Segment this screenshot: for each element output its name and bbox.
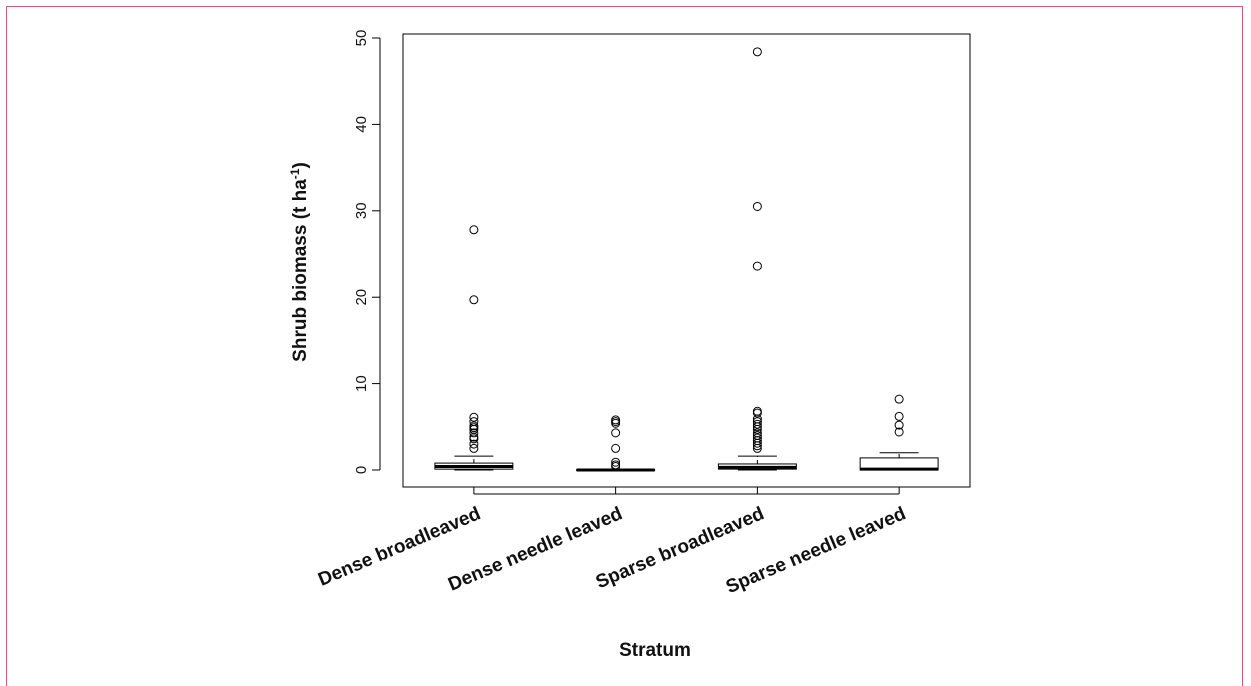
outlier-point bbox=[611, 443, 621, 453]
outlier-point bbox=[611, 428, 621, 438]
outlier-point bbox=[752, 422, 762, 432]
box-dense-broadleaved bbox=[434, 225, 514, 471]
boxes bbox=[434, 47, 939, 472]
outlier-point bbox=[469, 439, 479, 449]
box-sparse-needle-leaved bbox=[859, 394, 939, 471]
outlier-point bbox=[894, 427, 904, 437]
y-tick-label: 20 bbox=[353, 289, 370, 306]
outlier-point bbox=[611, 457, 621, 467]
y-axis-title: Shrub biomass (t ha-1) bbox=[288, 162, 311, 362]
y-tick-label: 30 bbox=[353, 202, 370, 219]
outlier-point bbox=[752, 419, 762, 429]
box-dense-needle-leaved bbox=[576, 415, 656, 472]
outlier-point bbox=[469, 225, 479, 235]
outlier-point bbox=[469, 428, 479, 438]
y-tick-label: 40 bbox=[353, 116, 370, 133]
outlier-point bbox=[752, 443, 762, 453]
y-tick-label: 50 bbox=[353, 30, 370, 47]
outlier-point bbox=[752, 441, 762, 451]
outlier-point bbox=[894, 411, 904, 421]
plot-area bbox=[402, 33, 971, 488]
outlier-point bbox=[752, 406, 762, 416]
outlier-point bbox=[611, 462, 621, 472]
outlier-point bbox=[611, 417, 621, 427]
y-tick-label: 10 bbox=[353, 375, 370, 392]
y-axis-title-close: ) bbox=[290, 162, 311, 168]
outlier-point bbox=[469, 412, 479, 422]
outlier-point bbox=[752, 408, 762, 418]
outlier-point bbox=[752, 261, 762, 271]
outlier-point bbox=[894, 420, 904, 430]
outlier-point bbox=[752, 424, 762, 434]
outlier-point bbox=[752, 47, 762, 57]
outlier-point bbox=[469, 443, 479, 453]
outlier-point bbox=[611, 418, 621, 428]
outlier-point bbox=[469, 434, 479, 444]
outlier-point bbox=[894, 394, 904, 404]
y-axis-title-main: Shrub biomass (t ha bbox=[290, 179, 311, 362]
outlier-point bbox=[752, 438, 762, 448]
box-sparse-broadleaved bbox=[717, 47, 797, 471]
y-axis-title-superscript: -1 bbox=[288, 168, 302, 179]
outlier-point bbox=[752, 201, 762, 211]
figure-frame bbox=[6, 6, 1243, 686]
x-axis-title: Stratum bbox=[619, 640, 691, 661]
y-axis: 0 10 20 30 40 50 bbox=[353, 30, 381, 474]
y-tick-label: 0 bbox=[353, 466, 370, 474]
outlier-point bbox=[469, 295, 479, 305]
